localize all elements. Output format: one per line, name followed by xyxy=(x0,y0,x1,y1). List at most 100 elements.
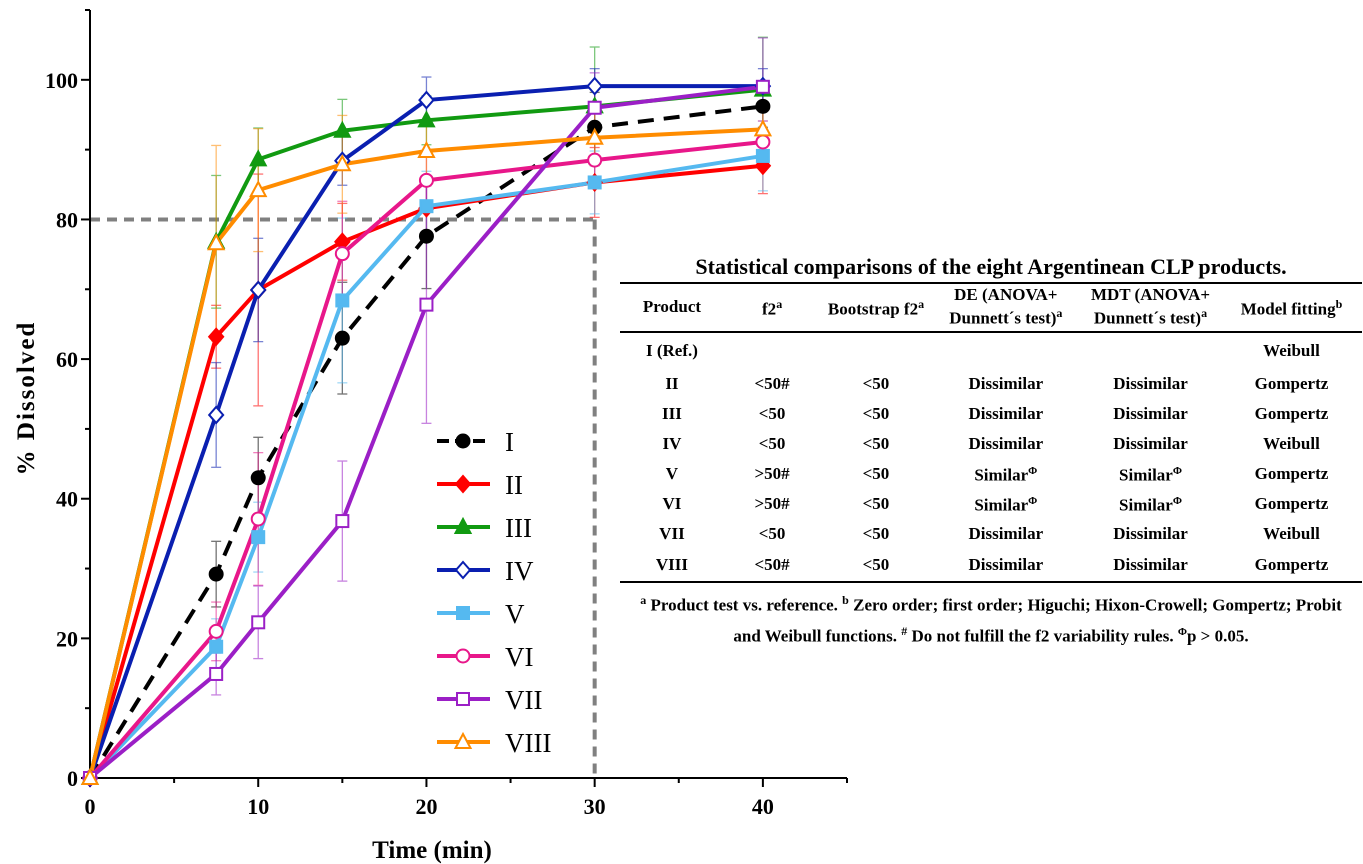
series-iii-point xyxy=(333,120,352,138)
table-row: VIII <50# <50 Dissimilar Dissimilar Gompertz xyxy=(620,548,1362,583)
legend-label: III xyxy=(505,513,532,543)
legend-item-i: I xyxy=(437,427,514,457)
axes: 0 10 20 30 40 0 20 40 60 80 100 xyxy=(45,9,848,819)
legend-marker xyxy=(453,731,473,749)
series-viii-point xyxy=(333,154,352,172)
cell-mdt: SimilarΦ xyxy=(1119,465,1182,485)
cell-product: VII xyxy=(659,523,685,543)
cell-product: IV xyxy=(662,433,682,453)
table-header-row: Product f2a Bootstrap f2a DE (ANOVA+ Dun… xyxy=(620,284,1362,333)
cell-de: SimilarΦ xyxy=(974,495,1038,515)
legend-item-iv: IV xyxy=(437,556,534,586)
series-iv-point xyxy=(418,90,435,110)
table-row: VII <50 <50 Dissimilar Dissimilar Weibull xyxy=(620,519,1362,549)
cell-de: Dissimilar xyxy=(968,433,1044,453)
x-tick-label: 40 xyxy=(752,794,774,819)
cell-de: Dissimilar xyxy=(968,403,1044,423)
series-v-point xyxy=(587,175,602,190)
series-vii-point xyxy=(587,100,602,115)
series-v-point xyxy=(755,148,770,163)
series-markers xyxy=(80,76,773,788)
x-tick-label: 0 xyxy=(85,794,96,819)
legend-marker xyxy=(455,433,471,449)
cell-model: Weibull xyxy=(1263,340,1320,360)
series-iv-point xyxy=(207,405,225,425)
cell-mdt: Dissimilar xyxy=(1113,523,1188,543)
cell-f2 xyxy=(724,332,820,369)
cell-bootstrap xyxy=(820,332,931,369)
series-vii-point xyxy=(755,79,770,94)
series-iii-point xyxy=(249,149,268,167)
statistics-table: Product f2a Bootstrap f2a DE (ANOVA+ Dun… xyxy=(620,284,1362,583)
table-footnote: a Product test vs. reference. b Zero ord… xyxy=(640,592,1342,646)
series-iii-point xyxy=(417,110,436,128)
cell-model: Gompertz xyxy=(1254,463,1329,483)
y-tick-label: 20 xyxy=(56,626,78,651)
header-model: Model fittingb xyxy=(1220,284,1362,333)
legend-label: VIII xyxy=(505,728,551,758)
cell-model: Weibull xyxy=(1263,523,1320,543)
cell-bootstrap: <50 xyxy=(862,493,890,513)
cell-f2: <50 xyxy=(758,433,786,453)
cell-model: Gompertz xyxy=(1254,493,1329,513)
series-iv-point xyxy=(586,76,603,96)
legend-marker xyxy=(453,516,473,534)
x-tick-label: 30 xyxy=(584,794,606,819)
legend-marker xyxy=(456,606,470,620)
table-row: I (Ref.) Weibull xyxy=(620,332,1362,369)
table-row: V >50# <50 SimilarΦ SimilarΦ Gompertz xyxy=(620,459,1362,489)
y-tick-label: 100 xyxy=(45,68,78,93)
legend-item-v: V xyxy=(437,599,525,629)
legend-marker xyxy=(456,692,470,706)
legend-item-vi: VI xyxy=(437,642,534,672)
legend-item-iii: III xyxy=(437,513,532,543)
x-axis-title: Time (min) xyxy=(372,837,492,864)
y-tick-label: 60 xyxy=(56,347,78,372)
series-v-point xyxy=(335,293,350,308)
cell-mdt xyxy=(1080,332,1221,369)
cell-f2: <50 xyxy=(758,523,786,543)
table-title: Statistical comparisons of the eight Arg… xyxy=(620,254,1362,284)
series-vi-point xyxy=(250,511,266,527)
cell-f2: <50 xyxy=(758,403,786,423)
legend-marker xyxy=(454,474,472,494)
legend-item-ii: II xyxy=(437,470,523,500)
y-tick-label: 40 xyxy=(56,487,78,512)
cell-product: III xyxy=(662,403,682,423)
cell-mdt: Dissimilar xyxy=(1113,373,1188,393)
cell-bootstrap: <50 xyxy=(862,523,890,543)
table-row: VI >50# <50 SimilarΦ SimilarΦ Gompertz xyxy=(620,489,1362,519)
header-f2: f2a xyxy=(723,284,821,333)
cell-mdt: SimilarΦ xyxy=(1119,495,1182,515)
series-v-point xyxy=(419,199,434,214)
series-i-point xyxy=(208,566,224,582)
series-viii-point xyxy=(206,233,226,251)
y-axis-title: % Dissolved xyxy=(13,321,40,476)
series-i-point xyxy=(250,470,266,486)
cell-bootstrap: <50 xyxy=(862,463,890,483)
series-viii-point xyxy=(753,119,773,137)
series-viii-point xyxy=(80,767,100,785)
series-vi-point xyxy=(208,623,224,639)
cell-mdt: Dissimilar xyxy=(1080,548,1221,583)
cell-bootstrap: <50 xyxy=(862,403,890,423)
series-viii-point xyxy=(417,140,436,159)
series-viii-point xyxy=(249,180,268,198)
series-vi-point xyxy=(334,246,350,262)
legend-label: II xyxy=(505,470,523,500)
cell-de xyxy=(932,332,1080,369)
legend-marker xyxy=(455,648,471,664)
cell-de: Dissimilar xyxy=(931,548,1081,583)
cell-bootstrap: <50 xyxy=(862,433,890,453)
cell-model: Weibull xyxy=(1263,433,1320,453)
header-bootstrap: Bootstrap f2a xyxy=(820,284,932,333)
cell-de: Dissimilar xyxy=(968,523,1044,543)
legend-label: I xyxy=(505,427,514,457)
cell-f2: <50# xyxy=(754,373,790,393)
table-row: IV <50 <50 Dissimilar Dissimilar Weibull xyxy=(620,429,1362,459)
cell-f2: >50# xyxy=(754,463,790,483)
series-vii-point xyxy=(335,514,350,529)
series-i-point xyxy=(334,330,350,346)
legend-item-vii: VII xyxy=(437,685,542,715)
